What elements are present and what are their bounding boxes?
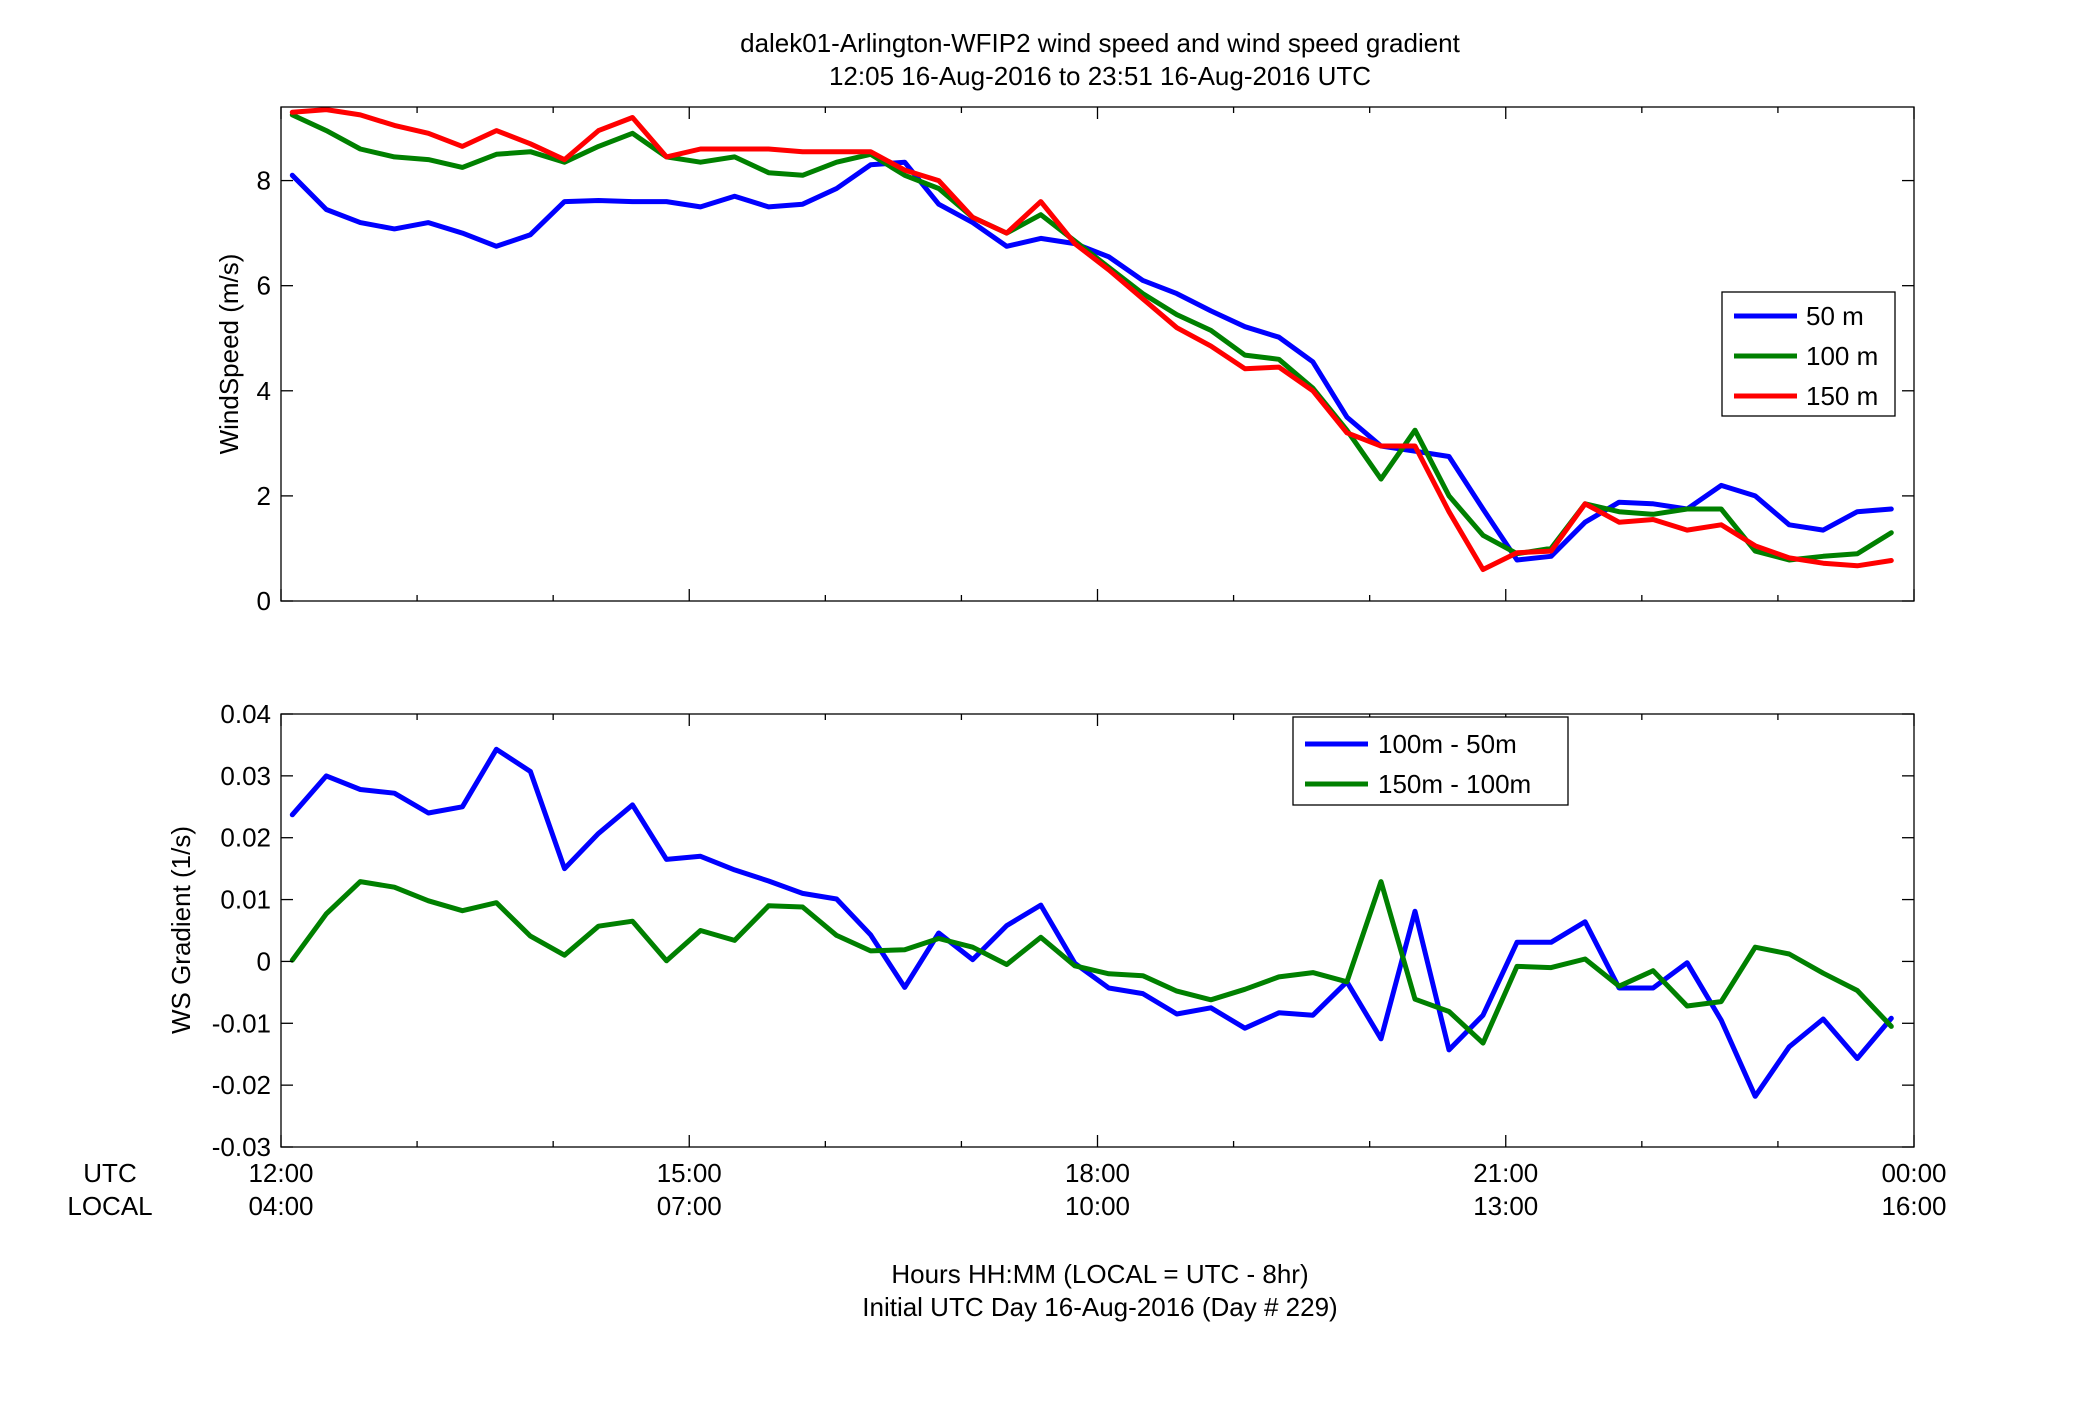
windspeed-legend: 50 m 100 m 150 m	[1721, 291, 1896, 417]
gradient-y-tick-label: -0.02	[212, 1070, 271, 1100]
windspeed-ticks: 0 2 4 6 8	[257, 107, 1915, 616]
gradient-series-line-1	[289, 879, 1894, 1046]
legend-label-50m: 50 m	[1806, 301, 1864, 331]
windspeed-plot: 0 2 4 6 8 WindSpeed (m/s) 50 m 100 m 150 m	[214, 106, 1915, 616]
legend-label-100m-50m: 100m - 50m	[1378, 729, 1517, 759]
x-tick-label-utc: 00:00	[1881, 1158, 1946, 1188]
figure-title-line2: 12:05 16-Aug-2016 to 23:51 16-Aug-2016 U…	[829, 61, 1371, 91]
gradient-legend: 100m - 50m 150m - 100m	[1292, 716, 1569, 806]
windspeed-y-tick-label: 2	[257, 481, 271, 511]
gradient-series-group	[289, 746, 1894, 1099]
windspeed-y-tick-label: 8	[257, 166, 271, 196]
x-axis-label-line2: Initial UTC Day 16-Aug-2016 (Day # 229)	[862, 1292, 1337, 1322]
legend-label-100m: 100 m	[1806, 341, 1878, 371]
windspeed-y-tick-label: 4	[257, 376, 271, 406]
x-tick-label-local: 13:00	[1473, 1191, 1538, 1221]
gradient-y-tick-label: 0.03	[220, 761, 271, 791]
gradient-plot: -0.03 -0.02 -0.01 0 0.01 0.02 0.03 0.04 WS Grad…	[166, 699, 1915, 1162]
gradient-y-axis-label: WS Gradient (1/s)	[166, 826, 196, 1034]
legend-label-150m-100m: 150m - 100m	[1378, 769, 1531, 799]
x-tick-label-utc: 15:00	[657, 1158, 722, 1188]
x-tick-label-local: 04:00	[248, 1191, 313, 1221]
legend-label-150m: 150 m	[1806, 381, 1878, 411]
x-tick-label-local: 16:00	[1881, 1191, 1946, 1221]
gradient-y-tick-label: 0.04	[220, 699, 271, 729]
windspeed-y-tick-label: 6	[257, 271, 271, 301]
x-tick-label-local: 10:00	[1065, 1191, 1130, 1221]
gradient-y-tick-label: 0.01	[220, 885, 271, 915]
gradient-y-tick-label: -0.03	[212, 1132, 271, 1162]
gradient-y-tick-label: -0.01	[212, 1008, 271, 1038]
row-label-local: LOCAL	[67, 1191, 152, 1221]
windspeed-series-group	[289, 107, 1894, 572]
x-tick-label-utc: 12:00	[248, 1158, 313, 1188]
gradient-ticks: -0.03 -0.02 -0.01 0 0.01 0.02 0.03 0.04	[212, 699, 1915, 1162]
figure-title-line1: dalek01-Arlington-WFIP2 wind speed and w…	[740, 28, 1461, 58]
windspeed-y-tick-label: 0	[257, 586, 271, 616]
x-tick-label-local: 07:00	[657, 1191, 722, 1221]
windspeed-series-line-0	[289, 159, 1894, 563]
windspeed-y-axis-label: WindSpeed (m/s)	[214, 254, 244, 455]
windspeed-series-line-2	[289, 107, 1894, 572]
gradient-series-line-0	[289, 746, 1894, 1099]
gradient-legend-box	[1292, 716, 1569, 806]
x-tick-label-utc: 21:00	[1473, 1158, 1538, 1188]
gradient-y-tick-label: 0.02	[220, 823, 271, 853]
row-label-utc: UTC	[83, 1158, 136, 1188]
x-axis-label-line1: Hours HH:MM (LOCAL = UTC - 8hr)	[891, 1259, 1308, 1289]
gradient-y-tick-label: 0	[257, 946, 271, 976]
x-tick-label-utc: 18:00	[1065, 1158, 1130, 1188]
